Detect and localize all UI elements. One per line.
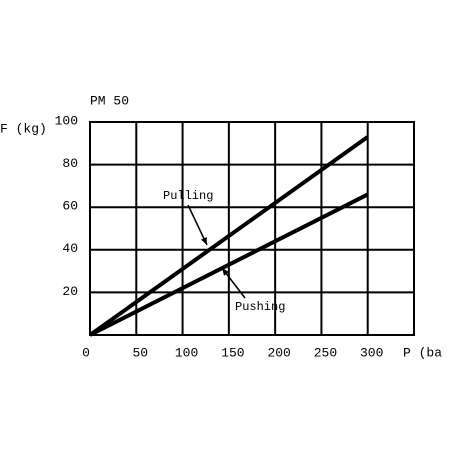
y-tick-label: 100: [55, 113, 78, 128]
y-tick-label: 60: [62, 199, 78, 214]
y-axis-label: F (kg): [0, 121, 47, 136]
x-tick-label: 200: [267, 345, 290, 360]
y-tick-label: 20: [62, 284, 78, 299]
series-line: [89, 192, 369, 337]
x-tick-label: 50: [132, 345, 148, 360]
x-axis-label: P (ba: [403, 345, 442, 360]
y-tick-label: 80: [62, 156, 78, 171]
series-label: Pushing: [235, 300, 285, 314]
x-tick-label: 100: [175, 345, 198, 360]
series-label: Pulling: [163, 189, 213, 203]
y-tick-label: 40: [62, 241, 78, 256]
arrow-head: [222, 268, 229, 276]
x-tick-label: 300: [360, 345, 383, 360]
x-tick-label: 0: [82, 345, 90, 360]
chart-title: PM 50: [90, 93, 129, 108]
x-tick-label: 150: [221, 345, 244, 360]
label-arrow: [187, 204, 208, 246]
arrow-head: [201, 237, 207, 245]
x-tick-label: 250: [314, 345, 337, 360]
series-line: [88, 135, 369, 337]
